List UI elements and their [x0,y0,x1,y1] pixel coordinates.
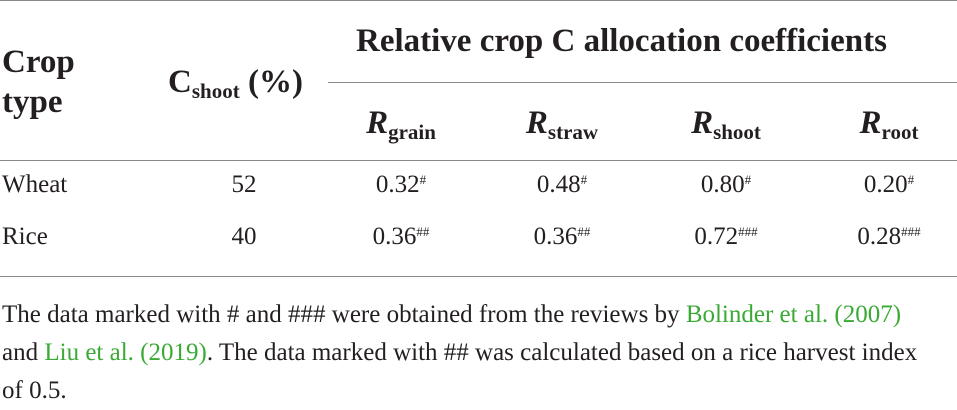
row-rice-r-root: 0.28### [834,222,944,252]
header-cshoot-unit: (%) [239,64,303,100]
row-wheat-r-grain-value: 0.32 [375,171,420,198]
row-rice-r-shoot-value: 0.72 [694,223,739,250]
row-rice-r-shoot: 0.72### [671,222,781,252]
row-rice-r-straw-mark: ## [577,224,591,239]
header-crop-type: Crop type [2,42,75,122]
row-wheat-r-grain: 0.32# [346,170,456,200]
header-r-straw-main: R [525,105,548,141]
group-title-rule [328,82,957,83]
row-rice-r-root-mark: ### [901,224,921,239]
row-wheat-r-shoot-mark: # [744,172,752,187]
row-wheat-r-straw-mark: # [580,172,588,187]
footnote-text-2: and [2,339,45,366]
footnote-text-3: . The data marked with ## was calculated… [2,339,918,404]
table-top-rule [0,0,957,1]
header-r-grain-sub: grain [388,120,436,144]
header-crop-type-line1: Crop [2,44,75,80]
row-rice-crop: Rice [2,223,48,250]
row-rice-r-grain: 0.36## [346,222,456,252]
row-wheat-r-shoot-value: 0.80 [700,171,745,198]
header-cshoot-sub: shoot [191,79,240,103]
row-rice-r-root-value: 0.28 [857,223,902,250]
header-cshoot: Cshoot (%) [168,62,303,102]
footnote-ref-bolinder[interactable]: Bolinder et al. (2007) [685,301,902,328]
footnote-ref-liu[interactable]: Liu et al. (2019) [44,339,207,366]
header-group-title: Relative crop C allocation coefficients [356,23,887,59]
header-r-root-sub: root [881,120,919,144]
row-rice-r-grain-mark: ## [416,224,430,239]
row-rice-cshoot: 40 [231,223,257,250]
row-wheat-r-shoot: 0.80# [671,170,781,200]
row-wheat-r-straw: 0.48# [507,170,617,200]
header-r-straw: Rstraw [497,103,627,143]
table-footnote: The data marked with # and ### were obta… [2,296,942,410]
header-r-grain: Rgrain [336,103,466,143]
row-wheat-crop: Wheat [2,171,68,198]
row-wheat-cshoot: 52 [231,171,257,198]
row-rice-r-grain-value: 0.36 [372,223,417,250]
header-r-root-main: R [859,105,882,141]
header-r-grain-main: R [366,105,389,141]
row-rice-r-shoot-mark: ### [738,224,758,239]
footnote-text-1: The data marked with # and ### were obta… [2,301,686,328]
row-rice-r-straw: 0.36## [507,222,617,252]
row-wheat-r-root-mark: # [907,172,915,187]
row-wheat-r-straw-value: 0.48 [536,171,581,198]
header-crop-type-line2: type [2,84,63,120]
header-r-shoot-main: R [691,105,714,141]
header-bottom-rule [0,160,957,161]
header-r-root: Rroot [824,103,954,143]
header-cshoot-main: C [168,64,192,100]
table-bottom-rule [0,276,957,277]
header-r-shoot: Rshoot [661,103,791,143]
header-r-shoot-sub: shoot [713,120,761,144]
row-wheat-r-root: 0.20# [834,170,944,200]
row-rice-r-straw-value: 0.36 [533,223,578,250]
row-wheat-r-root-value: 0.20 [863,171,908,198]
row-wheat-r-grain-mark: # [419,172,427,187]
header-r-straw-sub: straw [547,120,599,144]
